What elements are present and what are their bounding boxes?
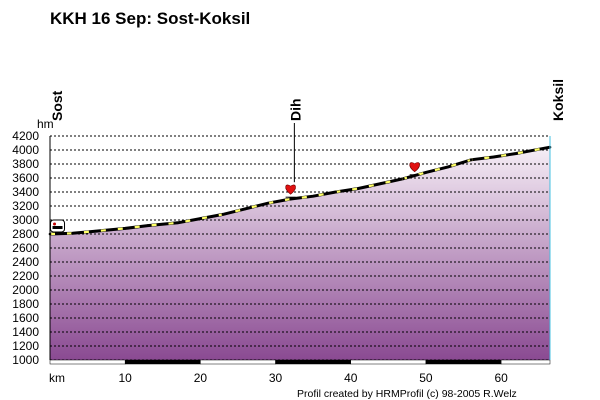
y-tick-label: 2800: [12, 227, 39, 241]
y-tick-label: 1600: [12, 311, 39, 325]
y-tick-label: 3000: [12, 213, 39, 227]
data-point: [244, 207, 247, 211]
x-axis-band-segment: [49, 359, 126, 365]
data-point: [48, 232, 52, 236]
x-axis-label: km: [49, 371, 65, 385]
heart-icon: [285, 184, 296, 198]
x-tick-label: 60: [494, 371, 508, 385]
data-point: [492, 155, 495, 159]
heart-icon-shape: [285, 184, 296, 195]
data-point: [199, 217, 202, 220]
x-tick-label: 50: [419, 371, 433, 385]
data-point: [356, 187, 360, 190]
data-point: [447, 165, 450, 169]
place-label: Koksil: [550, 79, 566, 121]
y-tick-label: 3800: [12, 157, 39, 171]
data-point: [311, 194, 315, 198]
y-tick-label: 4000: [12, 143, 39, 157]
data-point: [176, 221, 180, 225]
x-axis-band-segment: [200, 359, 276, 365]
data-point: [424, 171, 428, 174]
x-tick-label: 10: [119, 371, 133, 385]
credit-text: Profil created by HRMProfil (c) 98-2005 …: [297, 388, 517, 400]
elevation-area: [50, 147, 550, 360]
y-tick-label: 2600: [12, 241, 39, 255]
y-tick-label: 2000: [12, 283, 39, 297]
heart-icon: [409, 162, 420, 176]
data-point: [71, 232, 74, 235]
x-axis-band-segment: [425, 359, 502, 365]
data-point: [529, 149, 533, 152]
y-tick-label: 1400: [12, 325, 39, 339]
y-tick-label: 4200: [12, 129, 39, 143]
y-tick-label: 3400: [12, 185, 39, 199]
data-point: [469, 158, 473, 162]
x-tick-label: 30: [269, 371, 283, 385]
plot-area: 1000120014001600180020002200240026002800…: [12, 79, 566, 385]
data-point: [334, 190, 338, 194]
data-point: [221, 213, 225, 216]
y-tick-label: 1800: [12, 297, 39, 311]
data-point: [402, 177, 405, 180]
hotel-icon-pillow: [53, 222, 57, 226]
y-tick-label: 1200: [12, 339, 39, 353]
x-axis-band-segment: [124, 359, 201, 365]
data-point: [266, 201, 270, 205]
x-axis-band-segment: [500, 359, 551, 365]
place-label: Sost: [49, 90, 65, 121]
y-tick-label: 3600: [12, 171, 39, 185]
chart-title: KKH 16 Sep: Sost-Koksil: [50, 9, 250, 28]
y-tick-label: 1000: [12, 353, 39, 367]
data-point: [93, 229, 97, 233]
place-label: Dih: [287, 98, 303, 121]
heart-icon-shape: [409, 162, 420, 173]
data-point: [379, 182, 383, 185]
y-tick-label: 2400: [12, 255, 39, 269]
x-tick-label: 20: [194, 371, 208, 385]
y-axis-label: hm: [37, 117, 54, 131]
data-point: [146, 224, 150, 227]
hotel-icon: [50, 219, 66, 233]
x-tick-label: 40: [344, 371, 358, 385]
data-point: [123, 227, 127, 230]
x-axis-band-segment: [350, 359, 427, 365]
data-point: [289, 197, 292, 201]
y-tick-label: 3200: [12, 199, 39, 213]
y-tick-label: 2200: [12, 269, 39, 283]
x-axis-band-segment: [275, 359, 352, 365]
data-point: [514, 152, 518, 155]
hotel-icon-bed: [52, 226, 63, 229]
